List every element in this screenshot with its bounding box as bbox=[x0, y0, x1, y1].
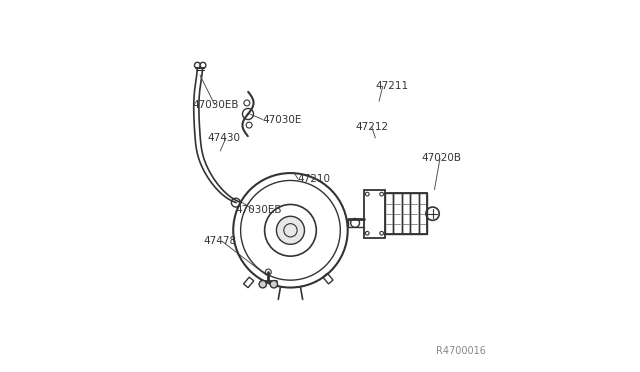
Circle shape bbox=[259, 280, 266, 288]
Text: 47020B: 47020B bbox=[422, 153, 461, 163]
Bar bbox=[401, 193, 410, 234]
Bar bbox=[364, 190, 385, 238]
Text: 47478: 47478 bbox=[204, 236, 237, 246]
Text: R4700016: R4700016 bbox=[436, 346, 486, 356]
Circle shape bbox=[276, 216, 305, 244]
Text: 47210: 47210 bbox=[298, 174, 331, 184]
Text: 47211: 47211 bbox=[376, 81, 408, 91]
Circle shape bbox=[270, 280, 278, 288]
Bar bbox=[410, 193, 419, 234]
Text: 47430: 47430 bbox=[207, 133, 241, 143]
Bar bbox=[244, 277, 254, 288]
Text: 47212: 47212 bbox=[355, 122, 388, 132]
Bar bbox=[323, 273, 333, 284]
Text: 47030E: 47030E bbox=[263, 115, 302, 125]
Text: 47030EB: 47030EB bbox=[193, 100, 239, 110]
Text: 47030EB: 47030EB bbox=[235, 205, 282, 215]
Bar bbox=[419, 193, 427, 234]
Bar bbox=[385, 193, 393, 234]
Bar bbox=[393, 193, 401, 234]
